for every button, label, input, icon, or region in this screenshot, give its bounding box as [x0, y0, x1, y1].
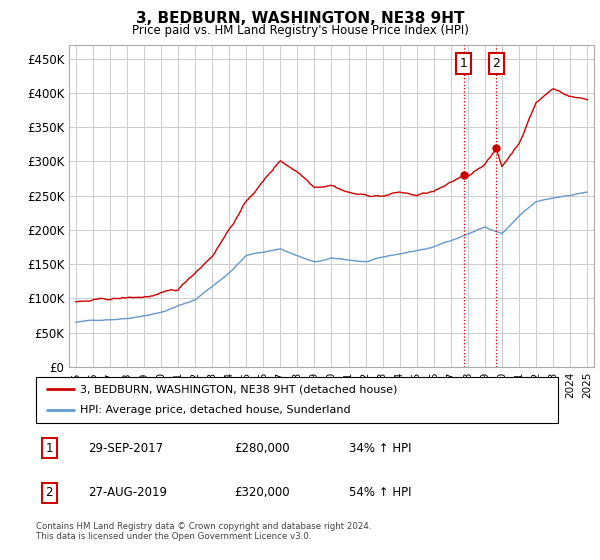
Text: 1: 1: [460, 57, 467, 70]
Text: £280,000: £280,000: [235, 442, 290, 455]
Text: 29-SEP-2017: 29-SEP-2017: [88, 442, 163, 455]
Text: £320,000: £320,000: [235, 487, 290, 500]
FancyBboxPatch shape: [36, 377, 558, 423]
Text: 34% ↑ HPI: 34% ↑ HPI: [349, 442, 412, 455]
Text: 2: 2: [46, 487, 53, 500]
Text: 3, BEDBURN, WASHINGTON, NE38 9HT: 3, BEDBURN, WASHINGTON, NE38 9HT: [136, 11, 464, 26]
Text: 27-AUG-2019: 27-AUG-2019: [88, 487, 167, 500]
Text: Price paid vs. HM Land Registry's House Price Index (HPI): Price paid vs. HM Land Registry's House …: [131, 24, 469, 36]
Text: 1: 1: [46, 442, 53, 455]
Text: 3, BEDBURN, WASHINGTON, NE38 9HT (detached house): 3, BEDBURN, WASHINGTON, NE38 9HT (detach…: [80, 384, 398, 394]
Text: Contains HM Land Registry data © Crown copyright and database right 2024.
This d: Contains HM Land Registry data © Crown c…: [36, 522, 371, 542]
Text: 54% ↑ HPI: 54% ↑ HPI: [349, 487, 412, 500]
Text: 2: 2: [493, 57, 500, 70]
Text: HPI: Average price, detached house, Sunderland: HPI: Average price, detached house, Sund…: [80, 405, 351, 416]
